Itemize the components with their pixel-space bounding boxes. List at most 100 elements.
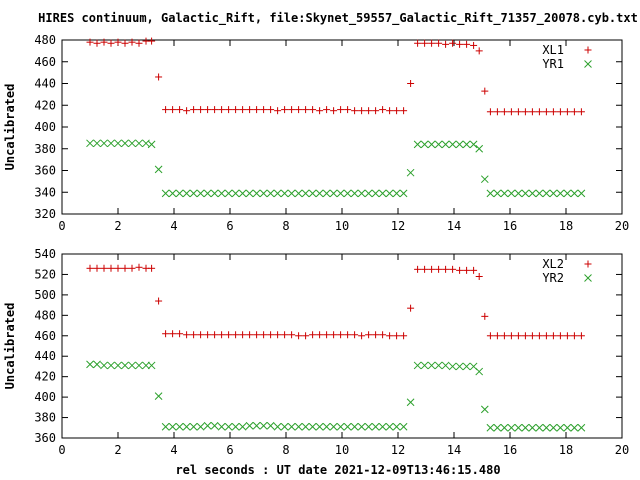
data-point <box>246 106 254 114</box>
data-point <box>135 263 143 271</box>
data-point <box>107 139 115 148</box>
legend-marker <box>584 60 592 68</box>
data-point <box>232 331 240 339</box>
data-point <box>266 421 275 430</box>
data-point <box>462 362 471 371</box>
data-point <box>308 422 317 431</box>
data-point <box>486 332 494 340</box>
data-point <box>556 332 564 340</box>
data-point <box>238 422 247 431</box>
data-point <box>570 423 579 432</box>
data-point <box>183 107 191 115</box>
data-point <box>358 107 366 115</box>
data-point <box>260 106 268 114</box>
data-point <box>211 331 219 339</box>
data-point <box>570 332 578 340</box>
data-point <box>86 139 94 148</box>
data-point <box>528 332 536 340</box>
data-point <box>399 189 408 198</box>
data-point <box>93 39 101 47</box>
data-point <box>462 140 471 149</box>
x-tick-label: 8 <box>282 443 289 457</box>
x-tick-label: 10 <box>335 443 349 457</box>
legend-marker <box>584 46 592 54</box>
legend-label: YR1 <box>542 57 564 71</box>
data-point <box>364 189 373 198</box>
data-point <box>107 39 115 47</box>
data-point <box>441 140 450 149</box>
data-point <box>428 265 436 273</box>
data-point <box>274 331 282 339</box>
x-tick-label: 0 <box>58 443 65 457</box>
data-point <box>252 421 261 430</box>
legend-marker <box>584 260 592 268</box>
x-tick-label: 2 <box>114 443 121 457</box>
data-point <box>218 331 226 339</box>
y-tick-label: 400 <box>34 120 56 134</box>
data-point <box>322 189 331 198</box>
figure-title: HIRES continuum, Galactic_Rift, file:Sky… <box>38 11 638 26</box>
data-point <box>210 421 219 430</box>
data-point <box>556 423 565 432</box>
data-point <box>86 360 94 369</box>
data-point <box>386 107 394 115</box>
data-point <box>114 38 122 46</box>
data-point <box>148 264 156 272</box>
data-point <box>217 422 226 431</box>
data-point <box>329 422 338 431</box>
bottom-panel: 0 2 4 6 8 10 12 14 16 18 20 360 380 400 420 440 460 480 50… <box>3 247 629 457</box>
data-point <box>428 39 436 47</box>
y-tick-label: 360 <box>34 431 56 445</box>
x-tick-label: 4 <box>170 219 177 233</box>
data-point <box>259 189 268 198</box>
data-point <box>500 423 509 432</box>
data-point <box>434 361 443 370</box>
data-point <box>493 189 502 198</box>
data-point <box>162 106 170 114</box>
data-point <box>481 312 489 320</box>
data-point <box>358 332 366 340</box>
data-point <box>556 189 565 198</box>
data-point <box>455 140 464 149</box>
data-point <box>521 423 530 432</box>
data-point <box>121 264 129 272</box>
data-point <box>259 421 268 430</box>
data-point <box>371 189 380 198</box>
data-point <box>406 398 415 407</box>
data-point <box>528 108 536 116</box>
x-tick-label: 6 <box>226 219 233 233</box>
data-point <box>273 422 282 431</box>
data-point <box>323 331 331 339</box>
data-point <box>378 422 387 431</box>
data-point <box>577 189 586 198</box>
data-point <box>308 189 317 198</box>
data-point <box>493 108 501 116</box>
data-point <box>114 264 122 272</box>
y-tick-label: 440 <box>34 77 56 91</box>
y-tick-label: 480 <box>34 308 56 322</box>
data-point <box>378 189 387 198</box>
data-point <box>287 189 296 198</box>
data-point <box>469 140 478 149</box>
data-point <box>364 422 373 431</box>
data-point <box>169 106 177 114</box>
data-point <box>521 189 530 198</box>
data-point <box>475 47 483 55</box>
data-point <box>427 361 436 370</box>
x-tick-label: 8 <box>282 219 289 233</box>
data-point <box>434 140 443 149</box>
data-point <box>386 332 394 340</box>
data-point <box>414 265 422 273</box>
data-point <box>407 80 415 87</box>
data-point <box>500 189 509 198</box>
data-point <box>372 107 380 115</box>
data-point <box>500 332 508 340</box>
data-point <box>343 189 352 198</box>
data-point <box>245 189 254 198</box>
data-point <box>281 106 289 114</box>
data-point <box>204 106 212 114</box>
data-point <box>475 272 483 280</box>
data-point <box>570 189 579 198</box>
data-point <box>196 422 205 431</box>
data-point <box>203 189 212 198</box>
